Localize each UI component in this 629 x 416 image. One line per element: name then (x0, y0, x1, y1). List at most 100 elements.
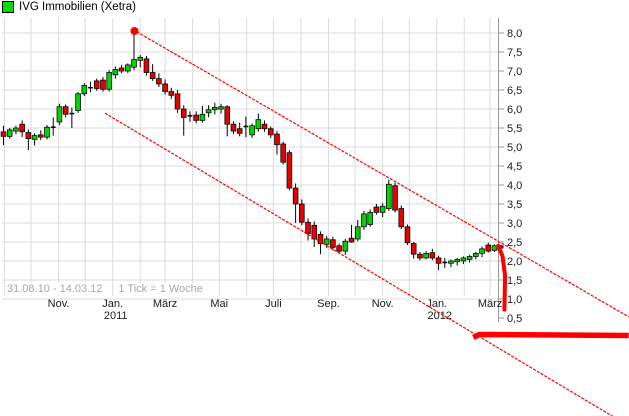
trend-channel (104, 31, 629, 416)
x-tick-label: Sep. (317, 298, 340, 310)
candlestick (460, 257, 467, 262)
candlestick (398, 208, 405, 228)
x-tick-label: Juli (265, 298, 282, 310)
candlestick (311, 224, 318, 240)
candlestick (435, 257, 442, 264)
candlestick (93, 80, 100, 89)
candlestick (442, 261, 448, 264)
candlestick (454, 259, 460, 263)
candlestick (292, 187, 299, 205)
candlestick (19, 123, 25, 133)
candlestick (485, 244, 492, 252)
candlestick (429, 252, 436, 259)
candlestick (255, 119, 262, 130)
floor-annotation-line (472, 331, 629, 340)
x-tick-label: März (478, 298, 502, 310)
candlestick (112, 69, 119, 76)
candlestick (267, 128, 274, 136)
candlestick (261, 123, 268, 130)
candlestick (193, 114, 199, 121)
candlestick (218, 106, 224, 110)
candlestick (236, 128, 243, 134)
candlestick (404, 226, 411, 244)
annotations-group (130, 27, 629, 340)
candlestick (44, 126, 50, 138)
x-tick-label: Nov. (372, 298, 394, 310)
y-tick-label: 0,5 (507, 313, 522, 325)
window-titlebar: IVG Immobilien (Xetra) (2, 1, 136, 13)
y-tick-label: 8,0 (507, 28, 522, 40)
candlestick (180, 108, 187, 118)
candlestick (305, 221, 311, 235)
candlestick (392, 185, 398, 211)
candlestick (354, 226, 361, 240)
x-tick-label: März (153, 298, 177, 310)
candlestick (323, 238, 330, 245)
candlestick (174, 93, 181, 110)
candlestick (168, 91, 175, 96)
candlestick (38, 134, 44, 138)
x-tick-label: Jan. (426, 298, 447, 310)
candlestick (367, 211, 373, 225)
candlestick (274, 133, 280, 146)
candlestick (125, 64, 131, 72)
candlestick (386, 183, 392, 209)
candlestick (149, 72, 156, 79)
candlestick (373, 206, 380, 213)
candlestick (479, 248, 485, 254)
candlestick (224, 106, 231, 125)
candlestick (330, 239, 336, 248)
candlestick (187, 115, 193, 117)
candlestick (56, 106, 63, 123)
candlestick (143, 58, 150, 73)
candlestick (417, 253, 423, 259)
candlestick (81, 85, 88, 95)
candlestick (280, 143, 286, 163)
y-tick-label: 4,0 (507, 180, 522, 192)
y-tick-label: 4,5 (507, 161, 522, 173)
y-tick-label: 1,5 (507, 275, 522, 287)
y-tick-label: 3,0 (507, 218, 522, 230)
candlestick (205, 109, 212, 114)
candlestick (88, 86, 93, 89)
candlestick (162, 83, 168, 92)
chart-title: IVG Immobilien (Xetra) (19, 1, 136, 13)
y-tick-label: 7,5 (507, 47, 522, 59)
x-tick-label: Nov. (48, 298, 70, 310)
candlestick (6, 129, 13, 137)
candlestick (361, 213, 367, 228)
candlestick (243, 125, 249, 128)
candlestick (137, 56, 144, 61)
x-year-label: 2012 (428, 310, 452, 322)
candlestick (491, 245, 498, 251)
x-tick-label: Mai (210, 298, 228, 310)
y-tick-label: 5,0 (507, 142, 522, 154)
candlestick (230, 123, 237, 132)
candlestick (249, 125, 255, 136)
trendline-lower (104, 112, 614, 416)
candlestick (212, 107, 218, 111)
y-tick-label: 6,5 (507, 85, 522, 97)
candlestick (75, 93, 81, 111)
candlestick (156, 78, 162, 85)
candlestick (448, 260, 454, 264)
y-tick-label: 7,0 (507, 66, 522, 78)
candlestick (286, 152, 293, 189)
y-tick-label: 2,0 (507, 256, 522, 268)
candlestick (13, 127, 19, 132)
candlestick (106, 72, 112, 90)
y-tick-label: 2,5 (507, 237, 522, 249)
date-range-label: 31.08.10 - 14.03.12 (5, 283, 105, 295)
trendline-upper (136, 31, 629, 318)
y-tick-label: 5,5 (507, 123, 522, 135)
candlestick (466, 256, 473, 260)
candlestick (31, 135, 38, 140)
crash-annotation-line (496, 243, 508, 312)
y-tick-label: 6,0 (507, 104, 522, 116)
candlestick (199, 113, 206, 121)
candlestick (299, 203, 305, 223)
x-year-label: 2011 (104, 310, 128, 322)
candlestick (69, 112, 75, 115)
